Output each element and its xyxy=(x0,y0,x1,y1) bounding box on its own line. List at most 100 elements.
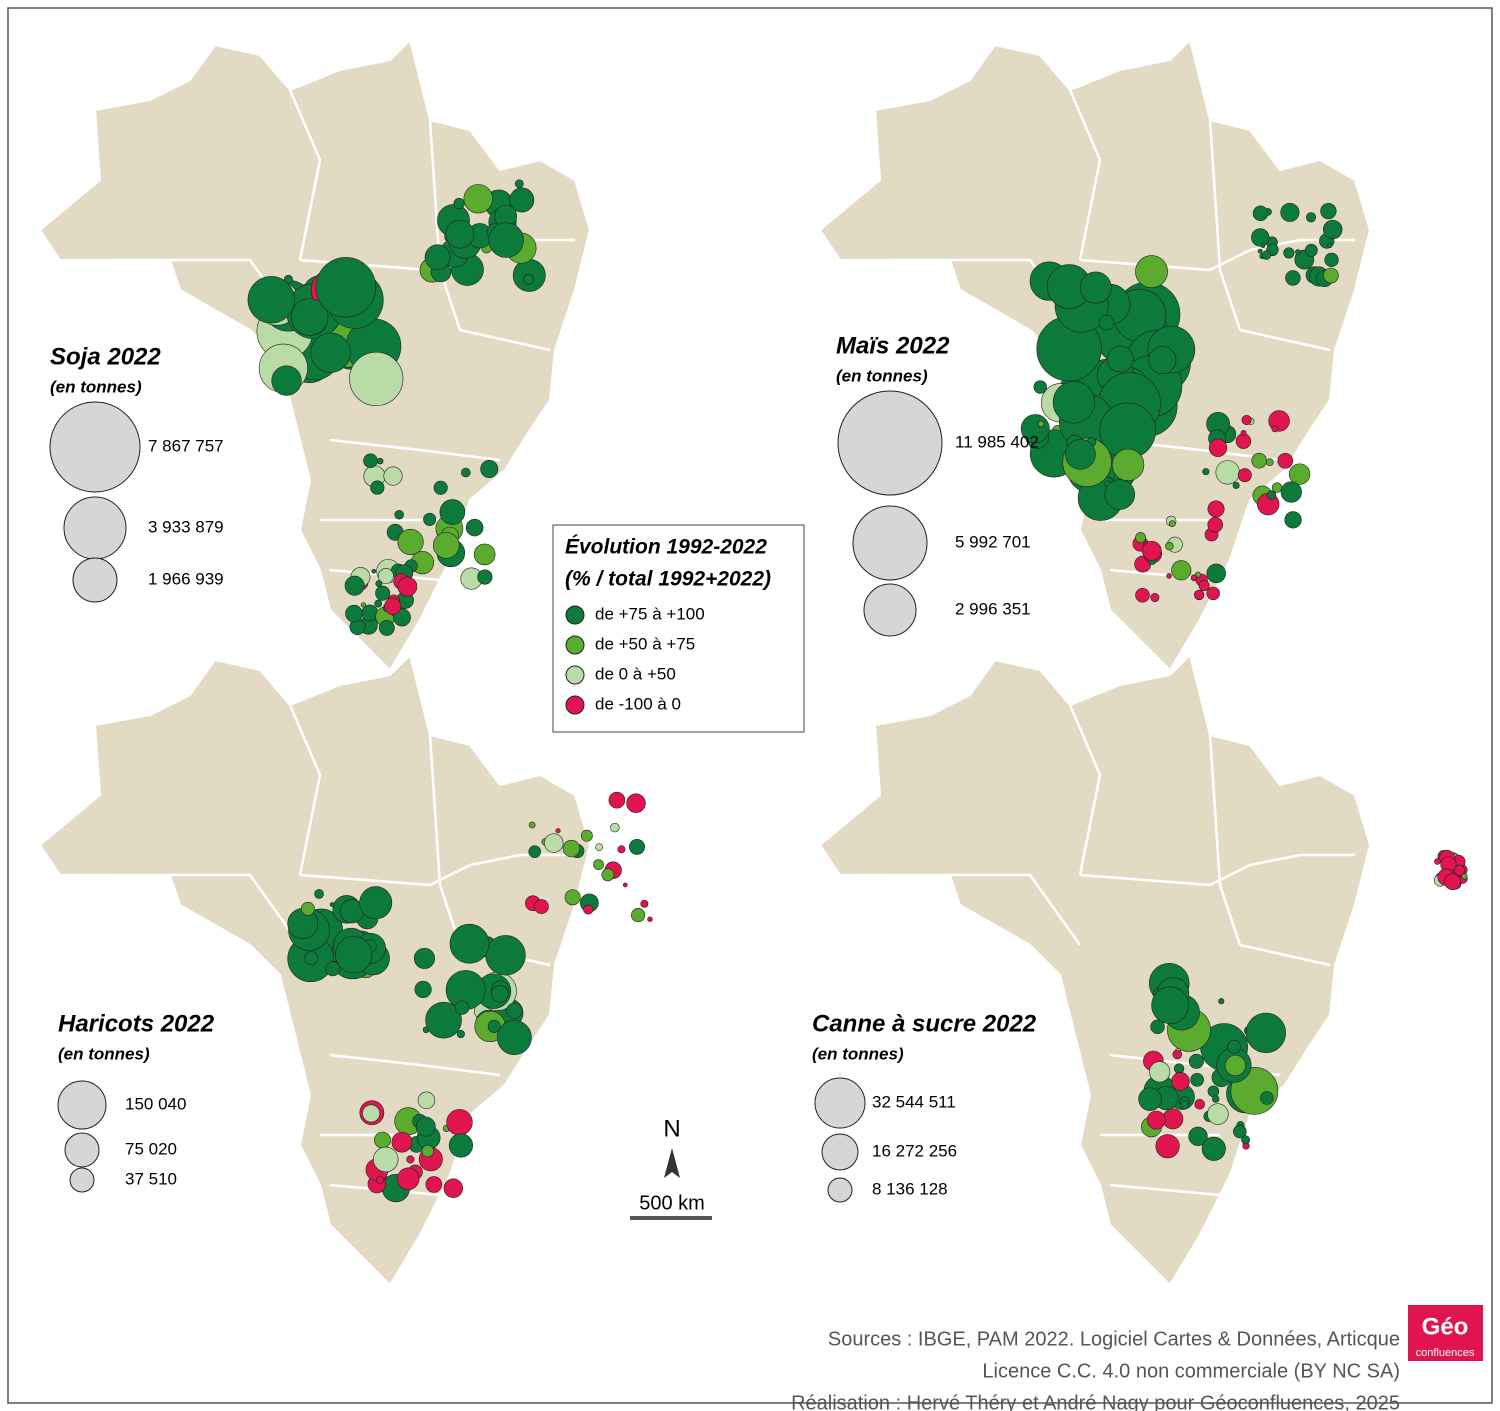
production-circle xyxy=(1166,573,1172,579)
production-circle xyxy=(1323,219,1343,240)
production-circle xyxy=(631,908,646,923)
production-circle xyxy=(1227,1039,1241,1054)
production-circle xyxy=(1180,1100,1190,1110)
production-circle xyxy=(325,961,341,977)
production-circle xyxy=(473,543,496,566)
production-circle xyxy=(461,467,471,478)
north-arrow xyxy=(664,1148,680,1178)
production-circle xyxy=(1188,1053,1204,1069)
production-circle xyxy=(374,599,383,608)
production-circle xyxy=(1280,481,1302,503)
state-border xyxy=(459,328,551,352)
production-circle xyxy=(446,1109,473,1136)
production-circle xyxy=(1165,541,1174,551)
production-circle xyxy=(359,886,393,920)
production-circle xyxy=(1444,873,1461,891)
legend-swatch xyxy=(565,635,585,655)
production-circle xyxy=(1150,593,1160,603)
production-circle xyxy=(439,499,466,525)
size-legend-label: 3 933 879 xyxy=(148,517,224,536)
state-border xyxy=(469,853,575,867)
map-title: Haricots 2022 xyxy=(58,1010,215,1037)
production-circle xyxy=(1168,520,1176,527)
production-circle xyxy=(397,1167,420,1190)
production-circle xyxy=(528,845,541,858)
production-circle xyxy=(1198,580,1210,592)
production-circle xyxy=(384,597,402,615)
production-circle xyxy=(375,585,391,601)
production-circle xyxy=(1454,864,1465,876)
production-circle xyxy=(562,839,581,858)
production-circle xyxy=(417,1091,436,1110)
production-circle xyxy=(455,1000,470,1015)
production-circle xyxy=(1461,873,1468,880)
production-circle xyxy=(1265,458,1274,467)
production-circle xyxy=(1295,249,1301,255)
production-circle xyxy=(1038,420,1045,428)
production-circle xyxy=(397,528,424,556)
production-circle xyxy=(1277,452,1294,469)
production-circle xyxy=(283,274,293,284)
production-circle xyxy=(506,1002,523,1019)
scale-label: 500 km xyxy=(639,1192,705,1214)
size-legend-circle xyxy=(72,557,118,603)
production-circle xyxy=(1155,1134,1180,1159)
state-border xyxy=(110,873,302,946)
production-circle xyxy=(1324,252,1339,267)
size-legend-circle xyxy=(69,1167,95,1193)
size-legend-circle xyxy=(814,1077,866,1129)
production-circle xyxy=(393,608,411,627)
production-circle xyxy=(1138,1087,1162,1111)
size-legend-label: 16 272 256 xyxy=(872,1141,957,1160)
production-circle xyxy=(421,1144,434,1158)
production-circle xyxy=(1141,541,1162,561)
production-circle xyxy=(394,510,404,520)
production-circle xyxy=(523,273,535,285)
production-circle xyxy=(413,947,436,969)
production-circle xyxy=(453,198,465,210)
production-circle xyxy=(1305,212,1317,223)
production-circle xyxy=(360,602,367,608)
production-circle xyxy=(1171,560,1192,581)
production-circle xyxy=(1171,1072,1190,1091)
production-circle xyxy=(362,1104,381,1123)
production-circle xyxy=(1151,986,1189,1024)
production-circle xyxy=(1284,511,1302,529)
production-circle xyxy=(1283,247,1295,259)
size-legend-circle xyxy=(49,401,141,493)
size-legend-circle xyxy=(852,505,928,581)
legend-swatch xyxy=(565,605,585,625)
production-circle xyxy=(1260,243,1266,249)
production-circle xyxy=(378,620,395,636)
production-circle xyxy=(1271,425,1279,433)
production-circle xyxy=(1162,1108,1184,1130)
size-legend-label: 150 040 xyxy=(125,1094,186,1113)
production-circle xyxy=(383,466,403,486)
production-circle xyxy=(1148,346,1177,375)
production-circle xyxy=(477,569,493,585)
legend-subtitle: (% / total 1992+2022) xyxy=(565,568,771,591)
production-circle xyxy=(1208,438,1228,457)
size-legend-label: 11 985 402 xyxy=(955,432,1039,451)
map-unit: (en tonnes) xyxy=(58,1044,150,1063)
map-unit: (en tonnes) xyxy=(50,377,142,396)
size-legend-circle xyxy=(827,1177,853,1203)
production-circle xyxy=(1190,574,1198,582)
production-circle xyxy=(1285,270,1301,286)
production-circle xyxy=(1172,1049,1183,1060)
production-circle xyxy=(514,179,524,189)
production-circle xyxy=(1237,468,1252,483)
production-circle xyxy=(544,833,564,853)
map-unit: (en tonnes) xyxy=(812,1044,904,1063)
state-border xyxy=(1208,119,1242,331)
production-circle xyxy=(488,222,524,258)
size-legend-label: 2 996 351 xyxy=(955,599,1031,618)
production-circle xyxy=(414,980,432,999)
production-circle xyxy=(1434,858,1441,865)
production-circle xyxy=(397,576,418,597)
production-circle xyxy=(1135,587,1150,603)
overlay: Évolution 1992-2022 (% / total 1992+2022… xyxy=(49,332,1483,1411)
production-circle xyxy=(423,512,437,526)
production-circle xyxy=(564,889,581,906)
state-border xyxy=(1109,1183,1221,1197)
